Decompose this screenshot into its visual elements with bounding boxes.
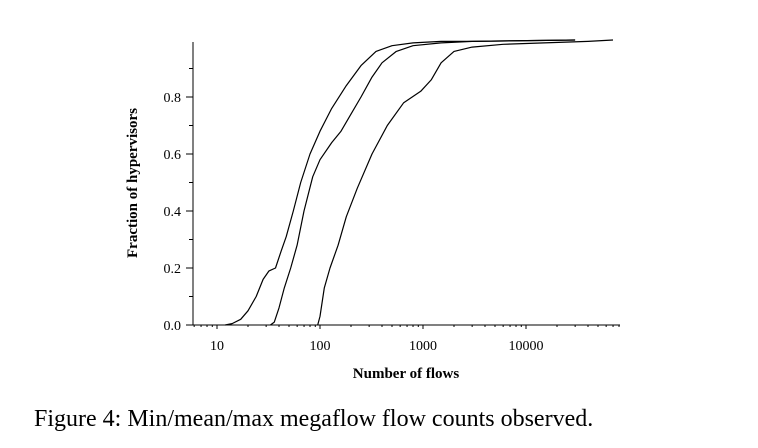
- figure-caption: Figure 4: Min/mean/max megaflow flow cou…: [34, 406, 594, 432]
- series-line-mean: [270, 39, 576, 326]
- y-tick-label: 0.8: [164, 91, 182, 106]
- x-tick-label: 100: [310, 339, 331, 354]
- y-tick-label: 0.4: [164, 205, 182, 220]
- y-ticks: 0.0 0.2 0.4 0.6 0.8: [164, 68, 193, 334]
- series-line-min: [225, 39, 576, 326]
- y-tick-label: 0.0: [164, 319, 182, 334]
- x-tick-label: 1000: [409, 339, 437, 354]
- plot-frame: [192, 42, 620, 326]
- y-axis-label: Fraction of hypervisors: [125, 108, 141, 258]
- x-tick-label: 10: [210, 339, 224, 354]
- y-tick-label: 0.2: [164, 262, 182, 277]
- series-lines: [225, 39, 614, 326]
- x-axis-label: Number of flows: [353, 366, 460, 382]
- cdf-chart: 10 100 1000 10000 0.0 0.2 0.4 0.6 0.8 Number of…: [125, 39, 620, 382]
- series-line-max: [317, 39, 614, 326]
- x-ticks: 10 100 1000 10000: [193, 325, 620, 354]
- y-tick-label: 0.6: [164, 148, 182, 163]
- x-tick-label: 10000: [509, 339, 544, 354]
